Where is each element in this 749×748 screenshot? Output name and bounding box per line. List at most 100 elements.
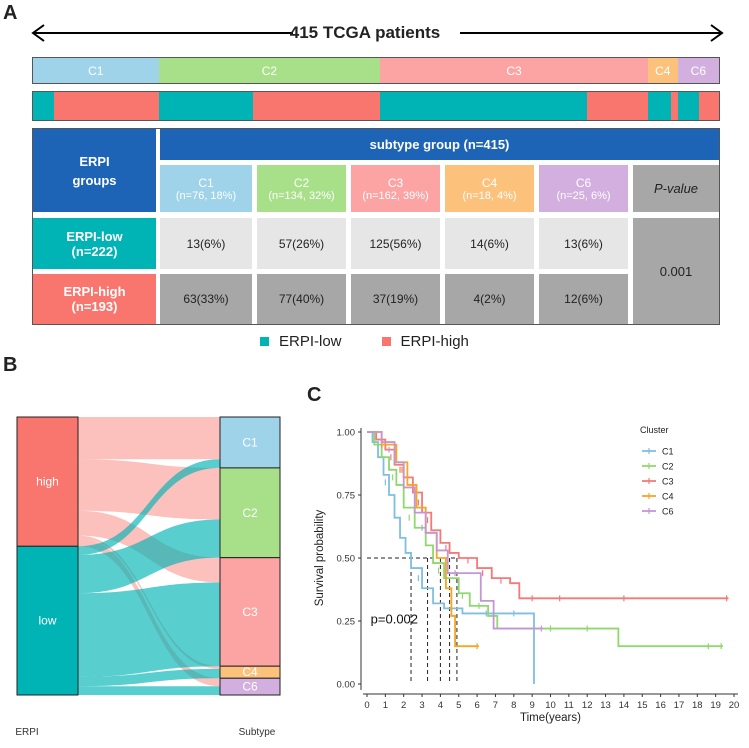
- subtype-bar: C1 C2 C3 C4 C6: [32, 57, 720, 84]
- row-header-erpi-low: ERPI-low (n=222): [33, 218, 156, 269]
- row-header-erpi-high: ERPI-high (n=193): [33, 274, 156, 324]
- subtype-bar-c6: C6: [677, 58, 719, 83]
- km-x-tick-label: 2: [401, 700, 406, 711]
- km-y-tick-label: 0.75: [337, 491, 356, 502]
- km-x-tick-label: 1: [383, 700, 388, 711]
- km-x-tick-label: 19: [710, 700, 721, 711]
- row-erpi-high-label: ERPI-high: [63, 284, 126, 299]
- km-x-tick-label: 12: [582, 700, 593, 711]
- panel-c-letter: C: [307, 384, 322, 406]
- sankey-flows: [78, 417, 220, 695]
- km-x-tick-label: 7: [493, 700, 498, 711]
- km-x-tick-label: 0: [364, 700, 369, 711]
- col-header-c6: C6 (n=25, 6%): [539, 165, 628, 212]
- km-x-tick-label: 15: [637, 700, 648, 711]
- sankey-node-label-c1: C1: [242, 435, 258, 449]
- sankey-flow-low-c4: [78, 668, 220, 687]
- cell-low-c4: 14(6%): [445, 218, 534, 269]
- erpi-groups-header: ERPI groups: [33, 129, 156, 212]
- sankey-node-c2: [219, 467, 281, 559]
- subtype-bar-c3: C3: [380, 58, 648, 83]
- erpi-bar-segment-high: [586, 92, 648, 120]
- cell-high-c2: 77(40%): [257, 274, 346, 324]
- km-x-tick-label: 11: [564, 700, 574, 711]
- km-x-tick-label: 10: [545, 700, 556, 711]
- col-header-c3: C3 (n=162, 39%): [351, 165, 440, 212]
- km-x-tick-label: 16: [655, 700, 666, 711]
- erpi-bar-segment-low: [647, 92, 672, 120]
- sankey-right-axis-label: Subtype: [239, 727, 276, 738]
- erpi-bar-segment-high: [252, 92, 381, 120]
- km-x-tick-label: 3: [419, 700, 424, 711]
- col-header-c2-count: (n=134, 32%): [268, 189, 335, 202]
- subtype-bar-label: C1: [88, 63, 104, 78]
- km-legend-label-c1: C1: [662, 447, 674, 457]
- erpi-group-bar: [32, 91, 720, 121]
- km-x-tick-label: 5: [456, 700, 461, 711]
- km-curve-c2: [367, 431, 723, 648]
- sankey-flow-low-c2: [78, 519, 220, 594]
- km-x-tick-label: 14: [619, 700, 630, 711]
- km-x-tick-label: 6: [474, 700, 479, 711]
- erpi-legend: ERPI-low ERPI-high: [260, 330, 560, 352]
- pvalue-header-text: P-value: [653, 181, 699, 196]
- subtype-bar-label: C2: [261, 63, 278, 78]
- km-legend-label-c2: C2: [662, 462, 674, 472]
- erpi-bar-segment-high: [699, 92, 719, 120]
- col-header-c3-name: C3: [387, 175, 404, 190]
- panel-a-letter: A: [3, 2, 18, 24]
- km-x-tick-label: 17: [674, 700, 685, 711]
- km-y-tick-label: 1.00: [337, 428, 356, 439]
- legend-low-label: ERPI-low: [279, 332, 342, 350]
- sankey-left-axis-label: ERPI: [15, 727, 38, 738]
- col-header-c1-count: (n=76, 18%): [175, 189, 237, 202]
- km-y-label: Survival probability: [314, 509, 326, 606]
- km-x-tick-label: 13: [600, 700, 611, 711]
- erpi-subtype-table: ERPI groups subtype group (n=415) C1 (n=…: [32, 128, 720, 325]
- patients-arrow: [31, 24, 724, 42]
- subtype-bar-c4: C4: [647, 58, 678, 83]
- km-x-tick-label: 9: [530, 700, 535, 711]
- col-header-c6-name: C6: [575, 175, 592, 190]
- sankey-node-label-c2: C2: [242, 506, 258, 520]
- col-header-c4-count: (n=18, 4%): [462, 189, 517, 202]
- legend-high-label: ERPI-high: [400, 332, 469, 350]
- sankey-flow-low-c3: [78, 582, 220, 677]
- row-erpi-high-n: (n=193): [71, 299, 118, 314]
- subtype-bar-label: C3: [506, 63, 522, 78]
- erpi-bar-segment-high: [54, 92, 159, 120]
- subtype-bar-c2: C2: [158, 58, 381, 83]
- legend-high-swatch: [381, 336, 391, 346]
- legend-low-swatch: [260, 336, 269, 346]
- subtype-bar-label: C4: [655, 63, 671, 78]
- col-header-c1-name: C1: [198, 175, 214, 190]
- km-y-tick-label: 0.25: [337, 617, 356, 628]
- sankey-flow-high-c1: [78, 417, 220, 460]
- col-header-c2-name: C2: [293, 175, 310, 190]
- sankey-node-low: [16, 545, 79, 696]
- col-header-c2: C2 (n=134, 32%): [257, 165, 346, 212]
- erpi-bar-segment-low: [33, 92, 55, 120]
- km-x-tick-label: 8: [511, 700, 516, 711]
- sankey-flow-low-c1: [78, 459, 220, 555]
- km-x-label: Time(years): [520, 712, 581, 724]
- km-x-tick-label: 20: [729, 700, 740, 711]
- row-erpi-low-label: ERPI-low: [66, 228, 123, 244]
- sankey-node-label-c3: C3: [242, 605, 258, 619]
- col-header-c1: C1 (n=76, 18%): [160, 165, 252, 212]
- patients-title: 415 TCGA patients: [289, 23, 441, 42]
- km-pvalue-annotation: p=0.002: [371, 612, 418, 627]
- km-curve-c3: [367, 431, 729, 600]
- cell-high-c1: 63(33%): [160, 274, 252, 324]
- erpi-bar-segment-high: [671, 92, 678, 120]
- panel-b-letter: B: [3, 354, 18, 376]
- km-x-tick-label: 4: [438, 700, 443, 711]
- cell-low-c3: 125(56%): [351, 218, 440, 269]
- cell-high-c6: 12(6%): [539, 274, 628, 324]
- subtype-bar-label: C6: [690, 63, 706, 78]
- pvalue-header: P-value: [633, 165, 719, 212]
- sankey-node-c6: [219, 677, 281, 696]
- km-curve-c1: [367, 431, 535, 684]
- erpi-groups-header-text: ERPI groups: [72, 153, 117, 188]
